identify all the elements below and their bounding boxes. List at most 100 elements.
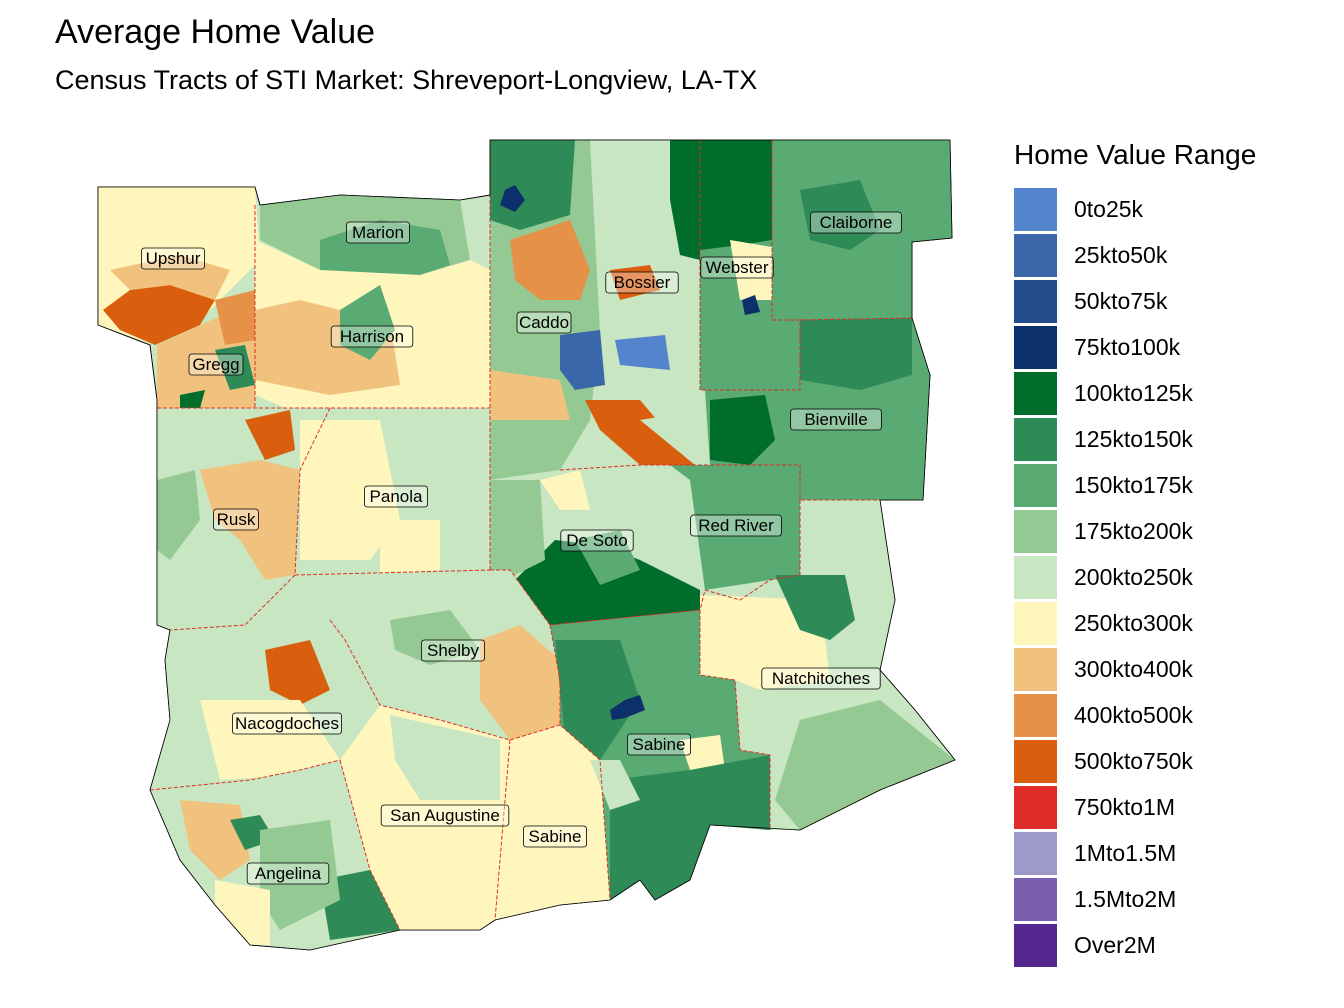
tract-bossier-se [640,410,710,465]
county-label-text: Marion [352,223,404,242]
tract-sabine-tx-e [590,760,640,810]
tract-desoto-n [540,470,590,510]
legend-item: 250kto300k [1014,600,1334,646]
county-labels: Upshur Marion Harrison Gregg Caddo Bossier Web… [140,211,902,885]
tract-sabine-tx [495,725,610,920]
county-label: Red River [690,514,782,537]
county-label: Nacogdoches [231,712,342,735]
county-label-text: Angelina [255,864,322,883]
legend-swatch [1014,693,1057,737]
county-label-box [761,667,881,690]
tract-caddo-n [490,140,575,230]
county-label: Marion [345,221,410,244]
legend-swatch [1014,187,1057,231]
tract-harrison-c [340,285,395,360]
tract-desoto-s [515,540,700,625]
tract-upshur-south [103,285,215,345]
legend-label: 1Mto1.5M [1074,839,1177,866]
tract-natchitoches-e [775,575,855,640]
legend-item: 200kto250k [1014,554,1334,600]
tract-caddo-sw [490,370,570,420]
county-label: Panola [363,485,428,508]
tract-rusk-w [157,470,200,560]
county-label-box [690,514,782,537]
county-label-box [605,271,679,294]
county-label-text: Natchitoches [772,669,870,688]
tract-caddo-w [510,220,590,300]
county-label: Bossier [605,271,679,294]
legend-items: 0to25k 25kto50k 50kto75k 75kto100k 100kto125… [1014,186,1334,968]
county-label-text: Sabine [529,827,582,846]
legend-label: 125kto150k [1074,425,1193,452]
legend-label: 0to25k [1074,195,1144,222]
tract-shelby-c [390,610,480,665]
county-label-text: Gregg [192,355,239,374]
legend-item: 400kto500k [1014,692,1334,738]
tract-sabine-la-s [610,755,770,900]
legend-item: 75kto100k [1014,324,1334,370]
tract-caddo-core [560,330,605,390]
county-label: Bienville [790,408,882,431]
county-label-text: Sabine [633,735,686,754]
legend-item: 175kto200k [1014,508,1334,554]
tract-harrison-e [400,275,490,410]
legend-swatch [1014,233,1057,277]
tract-bossier-e [615,335,670,370]
legend-item: 500kto750k [1014,738,1334,784]
county-label: Sabine [627,733,692,756]
legend-swatch [1014,509,1057,553]
legend-label: 150kto175k [1074,471,1193,498]
tract-sabine-la-c [680,735,725,770]
tract-bienville-n [800,318,912,390]
legend-swatch [1014,923,1057,967]
county-label: Harrison [330,325,414,348]
legend-swatch [1014,739,1057,783]
county-label-box [810,211,902,234]
tract-shelby-e [480,625,560,740]
tract-bossier-n [670,140,700,260]
county-label: Angelina [246,862,330,885]
tract-rusk-c [200,460,300,580]
county-label-text: De Soto [566,531,627,550]
legend-swatch [1014,785,1057,829]
tract-sabine-la-blue [610,695,645,720]
county-label-box [627,733,692,756]
county-label-box [790,408,882,431]
tract-webster-n [700,140,772,250]
legend-item: 0to25k [1014,186,1334,232]
county-label-text: Rusk [217,510,256,529]
map-title: Average Home Value [55,13,376,51]
legend-swatch [1014,877,1057,921]
tract-gregg-n [215,290,255,345]
legend-swatch [1014,325,1057,369]
legend-item: 750kto1M [1014,784,1334,830]
county-label-text: Nacogdoches [235,714,339,733]
county-label: Caddo [516,311,572,334]
county-label-text: Red River [698,516,774,535]
legend-label: 50kto75k [1074,287,1168,314]
county-label-box [516,311,572,334]
tract-angelina-se [320,870,400,940]
county-label-text: Bossier [614,273,671,292]
legend-swatch [1014,463,1057,507]
tract-webster-blue [742,295,760,315]
tract-claiborne-c [800,180,880,250]
legend-swatch [1014,371,1057,415]
tract-redriver [670,465,800,600]
county-label-text: San Augustine [390,806,500,825]
county-boundaries [149,140,913,931]
county-label-box [213,508,259,531]
tract-angelina-mid [260,820,340,930]
legend-label: 100kto125k [1074,379,1193,406]
legend-swatch [1014,417,1057,461]
legend-title: Home Value Range [1014,139,1257,170]
county-label-text: Claiborne [820,213,893,232]
tract-gregg-c [215,345,255,390]
tract-desoto-w [490,480,545,575]
map-subtitle: Census Tracts of STI Market: Shreveport-… [55,65,758,95]
legend-item: 25kto50k [1014,232,1334,278]
county-label-text: Shelby [427,641,479,660]
county-label-box [345,221,410,244]
county-label-text: Upshur [146,249,201,268]
tract-nacogdoches-c [265,640,330,705]
